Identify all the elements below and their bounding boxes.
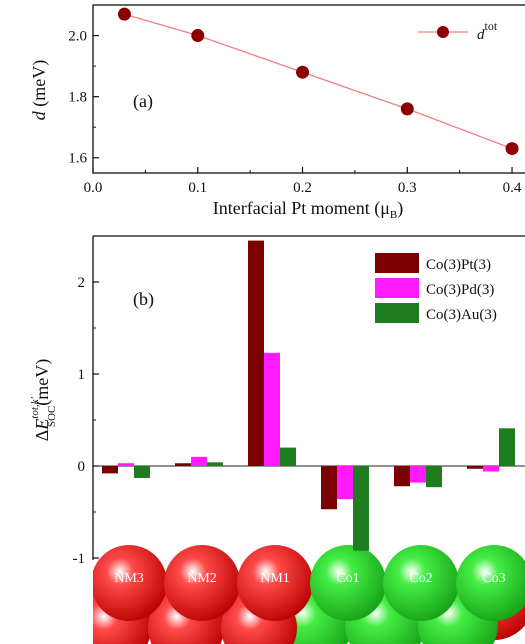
bar-co1-0 [321,466,337,510]
panel-a-legend: dtot [418,19,498,43]
panel-a-xtick-label: 0.0 [84,180,103,196]
d-tot-data-point [505,142,519,156]
bar-nm3-1 [118,463,134,466]
legend-swatch-2 [375,303,419,323]
atom-sphere-co3 [456,545,525,621]
d-tot-data-point [296,65,310,79]
legend-swatch-1 [375,278,419,298]
legend-swatch-0 [375,253,419,273]
bar-nm1-2 [280,447,296,466]
panel-a-xtick-label: 0.2 [293,180,312,196]
bar-nm2-1 [191,456,207,466]
panel-a-xtick-label: 0.4 [503,180,522,196]
atom-layer: NM3 NM2 NM1 Co1 Co2 Co3 [93,545,525,644]
panel-a-xlabel: Interfacial Pt moment (μB) [213,198,403,221]
bar-co2-0 [394,466,410,487]
panel-a-axes-frame [92,4,525,174]
atom-sphere-nm2 [164,545,240,621]
legend-label-d-tot: dtot [477,19,498,43]
panel-a-ytick-label: 2.0 [68,29,87,45]
panel-a-xtick-label: 0.1 [188,180,207,196]
panel-b-ytick-label: 1 [78,367,86,383]
panel-a-xtick-label: 0.3 [398,180,417,196]
panel-b-bars [102,240,515,551]
panel-a-ytick-label: 1.6 [68,151,87,167]
panel-a-ylabel: d (meV) [29,60,50,120]
bar-nm2-2 [207,462,223,466]
d-tot-series-points [117,7,519,156]
panel-a-ytick-label: 1.8 [68,90,87,106]
legend-label-2: Co(3)Au(3) [426,307,497,323]
atom-label-nm3: NM3 [114,571,144,586]
bar-nm1-0 [248,240,264,466]
panel-a-label: (a) [133,91,153,112]
legend-label-0: Co(3)Pt(3) [426,257,491,273]
bar-co1-1 [337,466,353,500]
panel-b-ylabel: ΔEtot,k' SOC(meV) [29,359,58,442]
d-tot-data-point [117,7,131,21]
panel-b-legend: Co(3)Pt(3) Co(3)Pd(3) Co(3)Au(3) [375,253,497,323]
atom-sphere-co1 [310,545,386,621]
atom-label-nm2: NM2 [187,571,217,586]
legend-label-1: Co(3)Pd(3) [426,282,494,298]
atom-sphere-nm1 [237,545,313,621]
atom-sphere-co2 [383,545,459,621]
bar-co2-2 [426,466,442,488]
panel-a: 0.0 0.1 0.2 0.3 0.4 1.6 1.8 2.0 (a) dtot d (meV… [29,4,525,221]
atom-label-co3: Co3 [482,571,505,586]
bar-co2-1 [410,466,426,483]
panel-b-ticks: -1 0 1 2 [73,275,99,567]
bar-co3-1 [483,466,499,472]
bar-nm1-1 [264,352,280,466]
bar-nm2-0 [175,463,191,466]
panel-a-ticks: 0.0 0.1 0.2 0.3 0.4 1.6 1.8 2.0 [68,29,522,196]
bar-nm3-2 [134,466,150,478]
atom-sphere-nm3 [93,545,167,621]
bar-nm3-0 [102,466,118,474]
d-tot-series-line [124,13,513,150]
panel-b-ytick-label: 0 [78,459,86,475]
atom-label-nm1: NM1 [260,571,290,586]
panel-b-ytick-label: 2 [78,275,86,291]
panel-b-ytick-label: -1 [73,551,86,567]
d-tot-data-point [191,29,205,43]
bar-co1-2 [353,466,369,551]
bar-co3-2 [499,428,515,466]
atom-label-co1: Co1 [336,571,359,586]
bar-co3-0 [467,466,483,469]
atom-label-co2: Co2 [409,571,432,586]
legend-marker-d-tot [437,26,449,38]
d-tot-data-point [400,102,414,116]
panel-b-label: (b) [133,289,154,310]
